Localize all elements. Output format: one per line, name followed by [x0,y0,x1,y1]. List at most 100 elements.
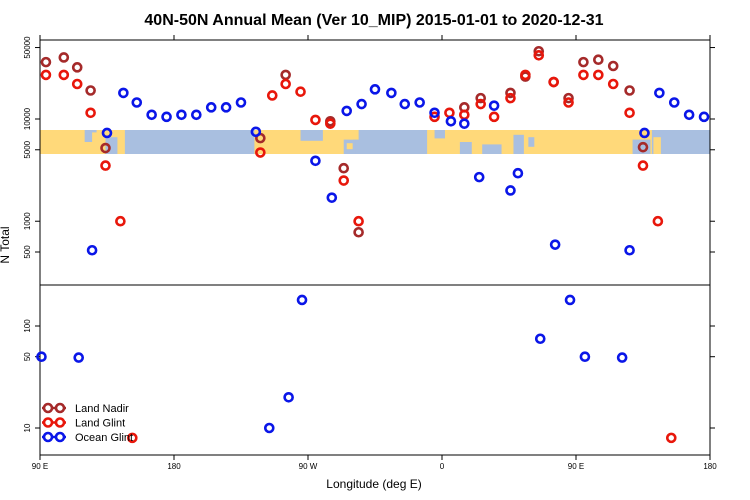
data-point [310,114,321,126]
data-point [356,98,367,110]
y-tick-label: 100 [23,319,32,333]
data-point [488,111,500,123]
data-point [250,126,262,138]
data-point [624,244,635,256]
data-point [58,52,70,63]
data-point [607,60,619,72]
data-point [512,167,524,179]
data-point [71,78,83,90]
data-point [533,45,545,57]
data-point [369,84,381,95]
water-patch [482,144,502,154]
data-point [100,142,111,154]
data-point [445,115,457,127]
legend-marker [42,402,54,414]
data-point [505,185,516,196]
data-point [100,160,111,171]
water-patch [105,137,118,154]
data-point [607,78,619,90]
y-tick-label: 10000 [23,107,32,130]
data-point [338,175,350,186]
data-point [296,294,308,306]
series-land-glint [40,49,677,444]
data-point [341,105,353,117]
data-point [652,215,664,227]
data-point [563,92,574,104]
world-map-strip [40,130,710,154]
data-point [475,92,487,104]
water-patch [434,130,445,139]
data-point [548,76,559,88]
data-point [593,69,604,81]
data-point [58,69,70,81]
data-point [131,97,143,108]
data-point [459,118,470,129]
y-tick-label: 5000 [23,140,32,158]
data-point [205,102,217,113]
y-tick-label: 10 [23,423,32,432]
x-tick-label: 90 W [299,462,318,471]
x-axis: 90 E 180 90 W 0 90 E 180 [32,35,717,471]
legend-label: Ocean Glint [75,432,133,444]
data-point [118,87,129,99]
y-axis: 50000 10000 5000 1000 500 100 50 10 [23,36,715,432]
data-point [101,127,113,139]
data-point [473,171,485,183]
data-point [283,391,294,403]
chart-title: 40N-50N Annual Mean (Ver 10_MIP) 2015-01… [144,12,603,29]
data-point [115,215,126,227]
data-point [624,107,635,119]
data-point [85,85,96,96]
data-point [637,160,649,171]
data-point [127,432,138,444]
data-point [71,62,83,73]
water-patch [513,134,524,154]
data-point [505,92,516,104]
data-point [564,294,576,306]
data-point [326,192,338,203]
data-point [161,111,172,123]
y-axis-title: N Total [0,226,12,263]
data-point [488,100,500,111]
water-patch [528,137,535,147]
series-ocean-glint [36,84,710,434]
data-point [429,111,440,123]
water-patch [300,130,323,141]
y-tick-label: 50 [23,352,32,361]
data-point [295,86,306,97]
data-point [386,87,397,99]
x-tick-label: 90 E [568,462,584,471]
island [349,130,359,140]
data-point [505,87,516,99]
data-point [338,162,350,174]
island [346,143,353,150]
data-point [578,69,589,81]
data-point [563,97,574,108]
island [653,137,661,154]
legend-marker [42,417,54,428]
x-tick-label: 0 [440,462,445,471]
data-point [191,109,202,121]
data-point [533,49,545,61]
data-point [683,109,695,121]
data-point [146,109,157,121]
data-point [639,127,650,139]
data-point [579,351,591,363]
plot-frame-lower [39,284,711,456]
data-point [220,102,232,113]
data-point [549,239,561,250]
y-tick-label: 1000 [23,212,32,230]
y-tick-label: 50000 [23,36,32,59]
data-point [263,422,275,434]
legend-marker [54,431,66,443]
y-tick-label: 500 [23,245,32,259]
legend-label: Land Nadir [75,403,129,415]
data-point [255,147,266,158]
data-point [475,98,487,110]
data-point [325,118,336,129]
data-point [36,351,47,363]
x-tick-label: 180 [167,462,181,471]
data-point [266,90,278,101]
data-point [353,215,364,227]
